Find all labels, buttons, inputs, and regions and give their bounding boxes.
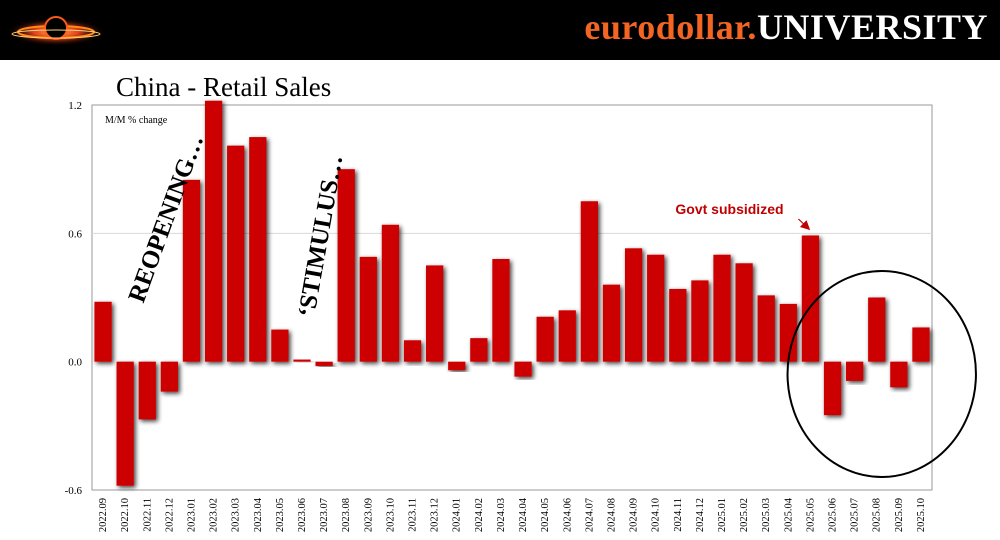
bar xyxy=(315,361,333,366)
x-tick-label: 2022.11 xyxy=(142,498,153,532)
x-tick-label: 2023.08 xyxy=(341,498,352,532)
x-tick-label: 2024.08 xyxy=(606,498,617,532)
highlight-ellipse xyxy=(786,270,977,478)
x-tick-label: 2024.01 xyxy=(452,498,463,532)
bar xyxy=(846,361,864,381)
x-tick-label: 2024.04 xyxy=(518,497,529,532)
x-tick-label: 2023.10 xyxy=(385,498,396,532)
bar xyxy=(558,310,576,362)
bar xyxy=(337,169,355,362)
x-tick-label: 2025.09 xyxy=(894,498,905,532)
bar xyxy=(426,265,444,362)
x-tick-label: 2023.12 xyxy=(430,498,441,532)
bar xyxy=(448,361,466,371)
bar xyxy=(779,303,797,362)
bar xyxy=(94,301,112,362)
bar xyxy=(735,263,753,362)
y-tick-label: -0.6 xyxy=(65,485,83,497)
bar xyxy=(757,295,775,362)
x-tick-label: 2025.02 xyxy=(739,498,750,532)
bar xyxy=(890,361,908,388)
brand-part2: UNIVERSITY xyxy=(756,7,988,47)
x-tick-label: 2024.12 xyxy=(695,498,706,532)
bar xyxy=(249,137,267,362)
bar xyxy=(514,361,532,377)
x-tick-label: 2023.11 xyxy=(408,498,419,532)
bar xyxy=(381,224,400,362)
x-tick-label: 2024.05 xyxy=(540,498,551,532)
bar xyxy=(713,254,731,362)
brand-part1: eurodollar. xyxy=(584,7,757,47)
bar xyxy=(492,259,510,362)
bar xyxy=(182,179,201,362)
x-tick-label: 2023.06 xyxy=(297,498,308,532)
x-tick-label: 2022.10 xyxy=(120,498,131,532)
x-tick-label: 2024.09 xyxy=(629,498,640,532)
x-tick-label: 2024.11 xyxy=(673,498,684,532)
bar xyxy=(271,329,289,362)
x-tick-label: 2023.03 xyxy=(231,498,242,532)
x-tick-label: 2023.02 xyxy=(209,498,220,532)
x-tick-label: 2025.03 xyxy=(761,498,772,532)
bar xyxy=(669,288,687,362)
annotation-arrow xyxy=(798,218,811,231)
bar xyxy=(647,254,665,362)
bar xyxy=(801,235,820,362)
bar xyxy=(580,201,598,362)
x-tick-label: 2024.06 xyxy=(562,498,573,532)
brand-logo-icon xyxy=(6,16,106,46)
x-tick-label: 2023.01 xyxy=(186,498,197,532)
x-tick-label: 2022.09 xyxy=(98,498,109,532)
x-tick-label: 2024.03 xyxy=(496,498,507,532)
plot-area-frame xyxy=(91,104,933,491)
bar xyxy=(624,248,643,362)
bar xyxy=(204,100,223,362)
bar xyxy=(470,338,488,362)
y-tick-label: 0.0 xyxy=(68,357,82,369)
bar xyxy=(868,297,886,362)
annotation-govt-subsidized: Govt subsidized xyxy=(675,201,783,217)
x-tick-label: 2025.01 xyxy=(717,498,728,532)
bar xyxy=(691,280,709,362)
x-tick-label: 2025.07 xyxy=(850,498,861,532)
x-tick-label: 2023.04 xyxy=(253,497,264,532)
x-tick-label: 2025.10 xyxy=(916,498,927,532)
y-tick-label: 0.6 xyxy=(68,228,82,240)
bar xyxy=(160,361,178,392)
bar xyxy=(536,316,554,362)
x-tick-label: 2025.08 xyxy=(872,498,883,532)
x-tick-label: 2025.05 xyxy=(805,498,816,532)
x-tick-label: 2024.10 xyxy=(651,498,662,532)
bar xyxy=(227,145,245,362)
chart-title: China - Retail Sales xyxy=(116,72,332,102)
y-axis-label: M/M % change xyxy=(105,115,168,126)
bar xyxy=(116,361,134,486)
x-tick-label: 2022.12 xyxy=(164,498,175,532)
x-tick-label: 2023.09 xyxy=(363,498,374,532)
x-tick-label: 2023.05 xyxy=(275,498,286,532)
bar xyxy=(138,361,156,420)
bar xyxy=(602,284,621,362)
x-tick-label: 2024.07 xyxy=(584,498,595,532)
brand-wordmark: eurodollar.UNIVERSITY xyxy=(584,6,988,48)
x-tick-label: 2023.07 xyxy=(319,498,330,532)
bar xyxy=(912,327,930,362)
x-tick-label: 2025.04 xyxy=(783,497,794,532)
y-tick-label: 1.2 xyxy=(68,100,82,112)
x-tick-label: 2025.06 xyxy=(828,498,839,532)
bar xyxy=(823,361,842,416)
bar xyxy=(359,256,377,362)
header-bar: eurodollar.UNIVERSITY xyxy=(0,0,1000,60)
bar xyxy=(403,340,422,362)
x-tick-label: 2024.02 xyxy=(474,498,485,532)
